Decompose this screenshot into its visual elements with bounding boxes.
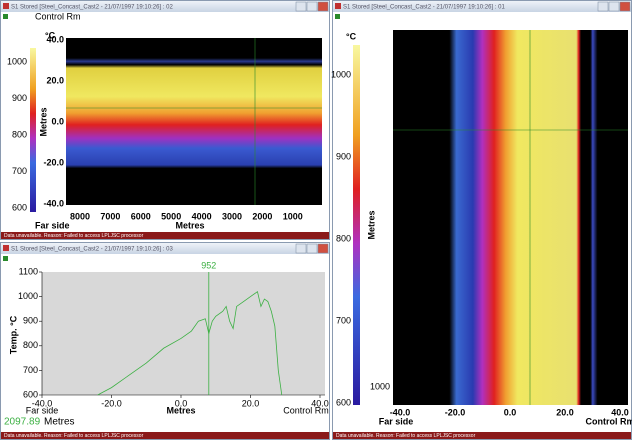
control-room-label: Control Rm [283, 405, 329, 415]
y-tick-label: 1000 [18, 291, 38, 301]
far-side-label: Far side [26, 405, 59, 415]
x-tick-label: 4000 [192, 211, 212, 221]
status-bar [1, 232, 329, 239]
window-title: S1 Stored [Steel_Concast_Cast2 - 21/07/1… [343, 5, 505, 11]
colorbar-tick-label: 600 [336, 397, 351, 407]
unit-label: °C [45, 30, 56, 40]
window-close-button[interactable] [317, 1, 329, 12]
y-tick-label: 800 [23, 340, 38, 350]
x-tick-label: 20.0 [556, 407, 574, 417]
heatmap [66, 38, 322, 205]
colorbar-tick-label: 1000 [331, 69, 351, 79]
window-min-button[interactable] [295, 1, 307, 12]
window-title: S1 Stored [Steel_Concast_Cast2 - 21/07/1… [11, 5, 173, 11]
green-marker [3, 256, 8, 261]
y-tick-label: -40.0 [43, 198, 64, 208]
x-axis-label: Metres [175, 220, 204, 230]
x-tick-label: 8000 [70, 211, 90, 221]
window-max-button[interactable] [608, 1, 620, 12]
x-tick-label: -40.0 [390, 407, 411, 417]
heatmap [393, 30, 628, 405]
colorbar-tick-label: 800 [336, 233, 351, 243]
status-text: Data unavailable. Reason: Failed to acce… [4, 233, 144, 239]
x-tick-label: -20.0 [101, 398, 122, 408]
colorbar-tick-label: 700 [12, 166, 27, 176]
y-axis-label: Temp. °C [8, 315, 18, 354]
x-tick-label: -40.0 [32, 398, 53, 408]
position-unit: Metres [44, 417, 75, 428]
x-tick-label: 7000 [100, 211, 120, 221]
status-bar [1, 432, 329, 439]
x-tick-label: 0.0 [504, 407, 517, 417]
x-tick-label: -20.0 [445, 407, 466, 417]
title-bar [333, 1, 631, 12]
colorbar [353, 45, 360, 405]
colorbar-tick-label: 900 [336, 151, 351, 161]
x-tick-label: 40.0 [311, 398, 329, 408]
colorbar-tick-label: 1000 [7, 56, 27, 66]
colorbar [30, 48, 36, 212]
x-tick-label: 6000 [131, 211, 151, 221]
x-axis-label: Metres [166, 405, 195, 415]
x-tick-label: 2000 [252, 211, 272, 221]
x-tick-label: 5000 [161, 211, 181, 221]
x-tick-label: 1000 [283, 211, 303, 221]
x-tick-label: 0.0 [175, 398, 188, 408]
y-tick-label: 20.0 [46, 75, 64, 85]
window-min-button[interactable] [295, 243, 307, 254]
window-icon [3, 245, 9, 251]
y-tick-label: 700 [23, 365, 38, 375]
window-close-button[interactable] [619, 1, 631, 12]
position-value: 2097.89 [4, 417, 41, 428]
window-min-button[interactable] [597, 1, 609, 12]
window-close-button[interactable] [317, 243, 329, 254]
control-room-label: Control Rm [586, 416, 632, 426]
status-text: Data unavailable. Reason: Failed to acce… [336, 433, 476, 439]
status-bar [333, 432, 631, 439]
window-max-button[interactable] [306, 243, 318, 254]
y-tick-label: 600 [23, 389, 38, 399]
window-icon [335, 3, 341, 9]
cursor-value: 952 [201, 260, 216, 270]
temperature-line [97, 291, 283, 396]
unit-label: °C [346, 31, 357, 41]
far-side-label: Far side [379, 416, 414, 426]
green-marker [335, 14, 340, 19]
y-axis-label: Metres [366, 210, 376, 239]
colorbar-tick-label: 600 [12, 202, 27, 212]
colorbar-tick-label: 900 [12, 93, 27, 103]
x-tick-label: 3000 [222, 211, 242, 221]
x-tick-label: 40.0 [611, 407, 629, 417]
x-tick-label: 20.0 [242, 398, 260, 408]
colorbar-tick-label: 800 [12, 129, 27, 139]
green-marker [3, 14, 8, 19]
title-bar [1, 1, 329, 12]
window-max-button[interactable] [306, 1, 318, 12]
plot-area [42, 272, 325, 395]
window-title: S1 Stored [Steel_Concast_Cast2 - 21/07/1… [11, 247, 173, 253]
y-tick-label: 0.0 [51, 116, 64, 126]
top-label: Control Rm [35, 11, 81, 21]
y-tick-label: 40.0 [46, 34, 64, 44]
y-axis-label: Metres [38, 107, 48, 136]
far-side-label: Far side [35, 220, 70, 230]
title-bar [1, 243, 329, 254]
y-tick-label: -20.0 [43, 157, 64, 167]
window-icon [3, 3, 9, 9]
y-tick-label: 900 [23, 316, 38, 326]
y-tick-label: 1000 [370, 381, 390, 391]
status-text: Data unavailable. Reason: Failed to acce… [4, 433, 144, 439]
y-tick-label: 1100 [19, 266, 38, 276]
colorbar-tick-label: 700 [336, 315, 351, 325]
